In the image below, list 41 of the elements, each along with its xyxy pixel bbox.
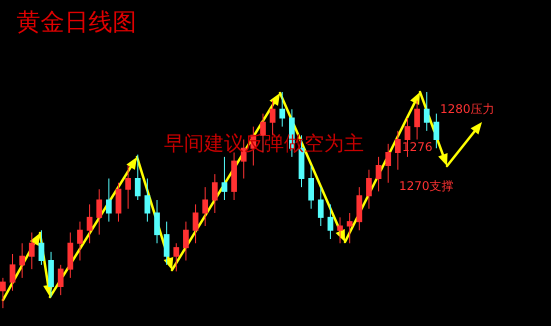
candlestick — [318, 186, 324, 226]
candlestick — [19, 242, 26, 278]
candlestick — [279, 92, 286, 128]
candlestick — [58, 264, 64, 296]
candlestick — [414, 100, 420, 140]
candlestick — [164, 221, 170, 266]
candlestick — [366, 169, 372, 210]
candlestick — [173, 242, 180, 272]
candlestick — [376, 156, 382, 192]
candlestick — [231, 152, 237, 201]
candlestick — [424, 92, 430, 132]
candlestick — [67, 232, 74, 278]
candlestick — [356, 186, 362, 231]
candlestick — [77, 221, 83, 262]
candlestick — [10, 254, 16, 292]
candlestick — [434, 113, 440, 149]
candlestick — [106, 178, 112, 222]
candlestick — [48, 251, 54, 298]
candlestick — [202, 186, 208, 226]
candlestick — [212, 174, 218, 214]
candlestick — [28, 232, 35, 270]
annotation: 1270支撑 — [399, 179, 454, 193]
candlestick — [308, 164, 314, 210]
candlestick — [86, 204, 92, 244]
candlestick — [346, 212, 353, 244]
candlestick — [96, 188, 102, 236]
chart-title: 黄金日线图 — [16, 8, 137, 36]
candlestick — [385, 143, 392, 184]
candlestick — [222, 156, 228, 201]
candlestick — [328, 204, 334, 240]
candlestick — [125, 164, 131, 210]
candlestick — [0, 277, 6, 309]
candlestick — [144, 178, 150, 222]
candlestick — [183, 221, 189, 262]
annotation: 1280压力 — [440, 102, 495, 116]
candlestick — [394, 130, 401, 170]
candlestick — [192, 204, 198, 244]
candlestick — [154, 200, 160, 244]
candlestick — [116, 182, 122, 222]
candlestick — [38, 230, 44, 266]
candlestick — [134, 154, 141, 201]
